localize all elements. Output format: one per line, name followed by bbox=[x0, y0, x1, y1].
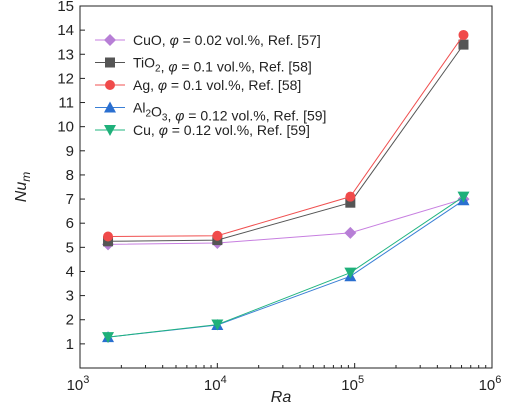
y-axis-title: Num bbox=[13, 172, 33, 202]
legend-item: Ag, φ = 0.1 vol.%, Ref. [58] bbox=[95, 77, 301, 93]
legend-marker bbox=[104, 34, 116, 46]
series-line bbox=[108, 34, 464, 237]
series-line bbox=[107, 196, 464, 338]
series-3 bbox=[102, 194, 470, 343]
data-point bbox=[458, 29, 469, 40]
data-point bbox=[212, 230, 223, 241]
series-2 bbox=[103, 29, 469, 242]
legend-label: CuO, φ = 0.02 vol.%, Ref. [57] bbox=[133, 32, 321, 48]
y-tick-label: 7 bbox=[66, 191, 74, 208]
y-tick-label: 2 bbox=[66, 312, 74, 329]
series-layer bbox=[102, 29, 470, 344]
data-point bbox=[457, 191, 470, 203]
data-point bbox=[458, 39, 469, 50]
data-point bbox=[211, 319, 224, 331]
y-tick-label: 10 bbox=[57, 119, 74, 136]
legend-item: Al2O3, φ = 0.12 vol.%, Ref. [59] bbox=[95, 100, 326, 124]
legend-label: Cu, φ = 0.12 vol.%, Ref. [59] bbox=[133, 122, 310, 138]
legend: CuO, φ = 0.02 vol.%, Ref. [57] TiO2, φ = … bbox=[95, 32, 326, 138]
legend-marker bbox=[105, 57, 115, 68]
legend-label: Ag, φ = 0.1 vol.%, Ref. [58] bbox=[133, 77, 301, 93]
series-line bbox=[108, 198, 464, 245]
data-point bbox=[345, 197, 356, 208]
legend-item: TiO2, φ = 0.1 vol.%, Ref. [58] bbox=[95, 55, 312, 75]
legend-marker bbox=[104, 125, 116, 136]
plot-area-border bbox=[79, 5, 493, 369]
y-tick-label: 8 bbox=[66, 167, 74, 184]
legend-marker bbox=[104, 101, 116, 113]
y-tick-label: 14 bbox=[57, 22, 74, 39]
y-tick-label: 9 bbox=[66, 143, 74, 160]
series-0 bbox=[102, 193, 470, 251]
y-tick-label: 13 bbox=[57, 46, 74, 63]
axis-titles: Ra Num bbox=[13, 172, 291, 406]
y-tick-label: 15 bbox=[57, 0, 74, 15]
y-tick-label: 11 bbox=[58, 95, 74, 112]
x-tick-label: 105 bbox=[341, 374, 364, 394]
series-line bbox=[108, 44, 464, 242]
legend-marker bbox=[105, 80, 115, 90]
data-point bbox=[103, 231, 114, 242]
y-tick-label: 1 bbox=[66, 336, 74, 353]
data-point bbox=[344, 267, 357, 279]
y-tick-label: 6 bbox=[66, 215, 74, 232]
y-tick-label: 12 bbox=[57, 70, 74, 87]
x-axis-title: Ra bbox=[271, 389, 292, 406]
data-point bbox=[345, 191, 356, 202]
legend-item: CuO, φ = 0.02 vol.%, Ref. [57] bbox=[95, 32, 321, 48]
x-tick-label: 103 bbox=[67, 374, 90, 394]
y-tick-label: 3 bbox=[66, 288, 74, 305]
x-tick-label: 104 bbox=[204, 374, 227, 394]
plot-frame bbox=[79, 5, 493, 369]
legend-label: Al2O3, φ = 0.12 vol.%, Ref. [59] bbox=[133, 100, 326, 124]
y-tick-label: 4 bbox=[66, 263, 74, 280]
legend-label: TiO2, φ = 0.1 vol.%, Ref. [58] bbox=[133, 55, 312, 75]
data-point bbox=[344, 226, 357, 239]
data-point bbox=[102, 332, 115, 344]
x-tick-label: 106 bbox=[479, 374, 502, 394]
series-4 bbox=[102, 191, 470, 344]
legend-item: Cu, φ = 0.12 vol.%, Ref. [59] bbox=[95, 122, 310, 138]
y-tick-label: 5 bbox=[66, 239, 74, 256]
